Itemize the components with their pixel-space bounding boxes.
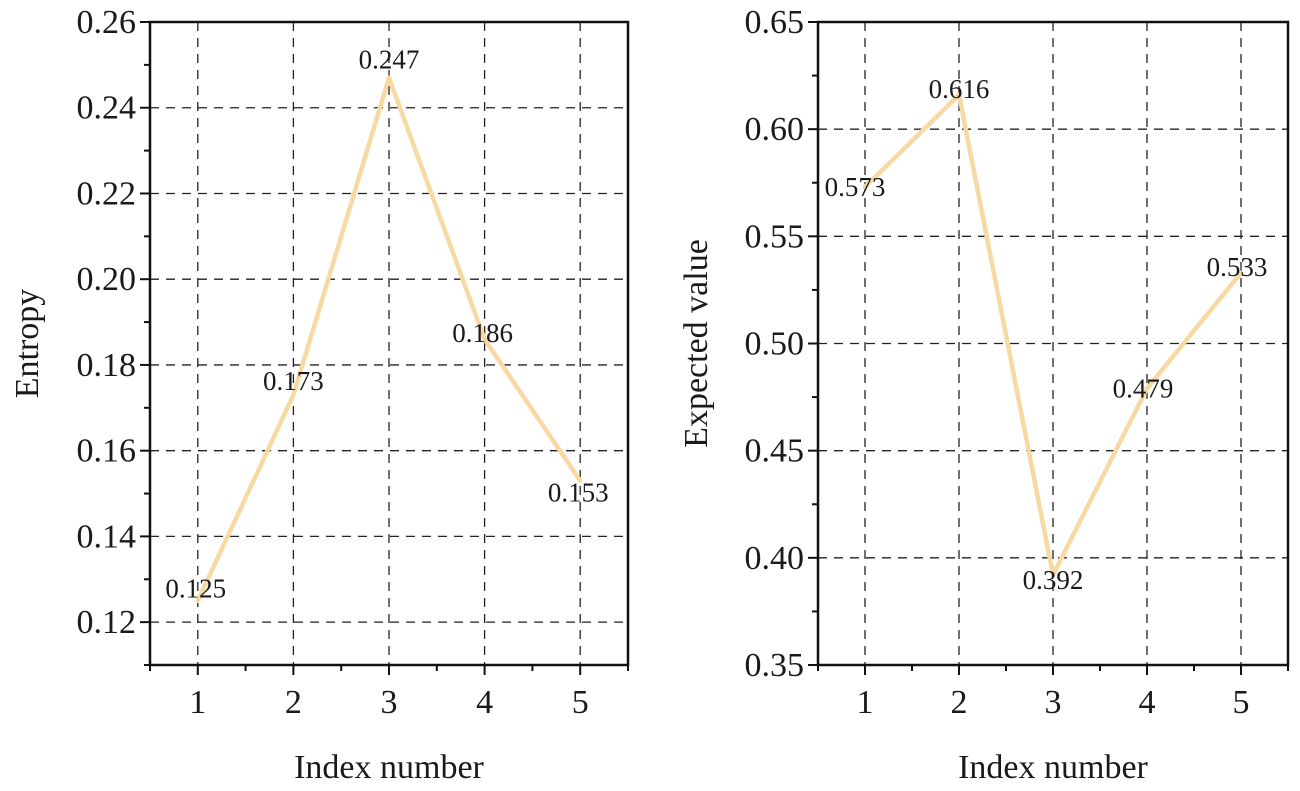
data-label: 0.153 xyxy=(548,478,609,508)
data-point xyxy=(957,92,961,97)
data-label: 0.616 xyxy=(929,74,990,104)
x-tick-label: 5 xyxy=(1233,684,1250,721)
y-tick-label: 0.12 xyxy=(77,604,137,641)
y-tick-label: 0.45 xyxy=(745,433,805,470)
y-tick-label: 0.14 xyxy=(77,518,137,555)
y-tick-label: 0.50 xyxy=(745,326,805,363)
x-tick-label: 3 xyxy=(381,684,398,721)
y-tick-label: 0.35 xyxy=(745,647,805,684)
data-label: 0.186 xyxy=(452,318,513,348)
axis-ticks: 0.35 0.40 0.45 0.50 0.55 0.60 0.65 1 2 3 4 5 xyxy=(745,4,1289,721)
x-tick-label: 1 xyxy=(857,684,874,721)
data-point xyxy=(291,392,296,397)
data-label: 0.573 xyxy=(825,172,886,202)
data-point xyxy=(863,185,867,190)
data-label: 0.173 xyxy=(263,366,324,396)
x-tick-label: 4 xyxy=(1139,684,1156,721)
x-tick-label: 3 xyxy=(1045,684,1062,721)
data-point xyxy=(578,478,583,483)
data-label: 0.247 xyxy=(359,45,420,75)
series xyxy=(195,75,583,603)
data-point xyxy=(387,75,391,80)
y-tick-label: 0.26 xyxy=(77,4,137,41)
y-tick-label: 0.20 xyxy=(77,261,137,298)
data-point xyxy=(1145,386,1149,391)
y-tick-label: 0.60 xyxy=(745,111,805,148)
data-label: 0.392 xyxy=(1023,565,1084,595)
y-tick-label: 0.55 xyxy=(745,218,805,255)
y-axis-title: Entropy xyxy=(9,289,46,399)
y-tick-label: 0.16 xyxy=(77,433,137,470)
x-tick-label: 2 xyxy=(951,684,968,721)
y-axis-title: Expected value xyxy=(678,239,715,448)
data-labels: 0.125 0.173 0.247 0.186 0.153 xyxy=(165,45,608,604)
series xyxy=(862,92,1244,578)
x-axis-title: Index number xyxy=(294,749,484,786)
y-tick-label: 0.24 xyxy=(77,90,137,127)
y-tick-label: 0.65 xyxy=(745,4,805,41)
x-tick-label: 5 xyxy=(572,684,589,721)
x-tick-label: 4 xyxy=(476,684,493,721)
data-point xyxy=(195,598,200,603)
axis-ticks: 0.12 0.14 0.16 0.18 0.20 0.22 0.24 0.26 1 2 3 4 5 xyxy=(77,4,629,721)
grid-lines xyxy=(150,22,628,665)
data-labels: 0.573 0.616 0.392 0.479 0.533 xyxy=(825,74,1268,595)
data-label: 0.533 xyxy=(1207,252,1268,282)
data-point xyxy=(1051,572,1055,577)
data-point xyxy=(1239,270,1243,275)
grid-lines xyxy=(818,22,1288,665)
y-tick-label: 0.18 xyxy=(77,347,137,384)
y-tick-label: 0.40 xyxy=(745,540,805,577)
x-tick-label: 1 xyxy=(189,684,206,721)
x-axis-title: Index number xyxy=(958,749,1148,786)
data-label: 0.479 xyxy=(1113,374,1174,404)
data-point xyxy=(482,337,487,342)
y-tick-label: 0.22 xyxy=(77,175,137,212)
x-tick-label: 2 xyxy=(285,684,302,721)
data-label: 0.125 xyxy=(165,574,226,604)
